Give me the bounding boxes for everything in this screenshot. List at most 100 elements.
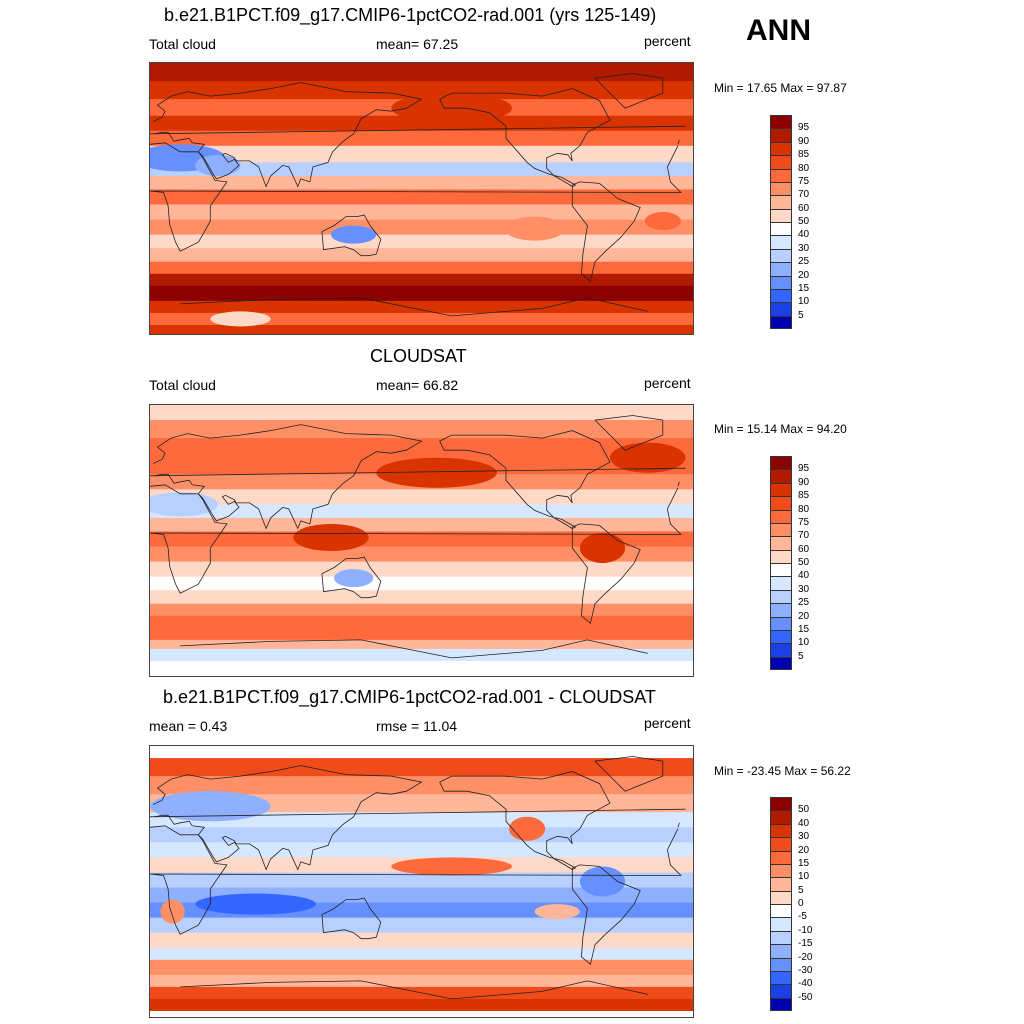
colorbar-swatch xyxy=(770,970,792,985)
coastline xyxy=(587,639,648,654)
colorbar-tick-label: 90 xyxy=(798,476,810,488)
field-band xyxy=(150,175,693,190)
colorbar-swatch xyxy=(770,616,792,630)
colorbar-tick-label: 25 xyxy=(798,597,810,609)
coastline xyxy=(439,88,611,187)
colorbar-swatch xyxy=(770,168,792,182)
field-anomaly xyxy=(579,866,626,897)
coastline xyxy=(594,415,664,451)
panel-3-minmax: Min = -23.45 Max = 56.22 xyxy=(714,764,851,778)
colorbar-swatch xyxy=(770,275,792,289)
field-anomaly xyxy=(391,857,512,876)
colorbar-swatch xyxy=(770,823,792,838)
colorbar-tick-label: -40 xyxy=(798,978,813,990)
colorbar-swatch xyxy=(770,837,792,851)
colorbar-swatch xyxy=(770,155,792,169)
colorbar-swatch xyxy=(770,890,792,904)
colorbar-swatch xyxy=(770,917,792,931)
coastline xyxy=(677,481,680,487)
field-band xyxy=(150,660,693,676)
colorbar-swatch xyxy=(770,629,792,644)
colorbar-tick-label: 15 xyxy=(798,282,810,294)
colorbar-tick-label: 30 xyxy=(798,583,810,595)
colorbar-tick-label: 15 xyxy=(798,623,810,635)
field-band xyxy=(150,615,693,629)
field-band xyxy=(150,776,693,795)
colorbar-swatch xyxy=(770,877,792,891)
field-band xyxy=(150,204,693,221)
panel-3-colorbar: 50 40 30 20 15 10 5 0 -5 -10 -15 -20 -30 -40 -50 xyxy=(770,797,830,1011)
colorbar-swatch xyxy=(770,262,792,276)
field-band xyxy=(150,758,693,777)
field-band xyxy=(150,827,693,843)
coastline xyxy=(150,484,682,594)
colorbar-swatch xyxy=(770,128,792,142)
field-anomaly xyxy=(610,442,686,473)
panel-2-minmax: Min = 15.14 Max = 94.20 xyxy=(714,422,847,436)
field-band xyxy=(150,324,693,334)
field-band xyxy=(150,300,693,314)
field-band xyxy=(150,273,693,287)
field-band xyxy=(150,531,693,548)
coastline xyxy=(677,822,680,828)
panel-1-mean-label: mean= 67.25 xyxy=(376,36,459,52)
colorbar-tick-label: 50 xyxy=(798,557,810,568)
colorbar-swatch xyxy=(770,930,792,945)
colorbar-swatch xyxy=(770,195,792,209)
coastline xyxy=(571,523,641,625)
field-band xyxy=(150,746,693,759)
field-band xyxy=(150,248,693,263)
field-band xyxy=(150,504,693,519)
field-band xyxy=(150,842,693,858)
field-band xyxy=(150,405,693,421)
colorbar-swatch xyxy=(770,482,792,497)
panel-1-units-label: percent xyxy=(644,33,691,49)
panel-3-rmse-label: rmse = 11.04 xyxy=(376,718,458,734)
colorbar-tick-label: 20 xyxy=(798,844,810,856)
colorbar-swatch xyxy=(770,315,792,329)
field-band xyxy=(150,812,693,828)
field-anomaly xyxy=(150,492,218,517)
panel-2-colorbar: 95 90 85 80 75 70 60 50 40 30 25 20 15 10 5 xyxy=(770,456,830,670)
field-anomaly xyxy=(293,523,369,552)
season-label: ANN xyxy=(746,14,811,47)
panel-2-mean-label: mean= 66.82 xyxy=(376,377,459,393)
map-field xyxy=(150,746,693,1017)
colorbar-tick-label: 20 xyxy=(798,269,810,281)
coastline xyxy=(587,297,648,312)
colorbar-swatch xyxy=(770,984,792,998)
coastline xyxy=(180,980,588,1000)
colorbar-swatch xyxy=(770,302,792,316)
colorbar-tick-label: 80 xyxy=(798,162,810,174)
colorbar-tick-label: 5 xyxy=(798,309,804,321)
coastline xyxy=(667,828,679,851)
colorbar-swatch xyxy=(770,957,792,971)
colorbar-tick-label: 50 xyxy=(798,804,810,816)
colorbar-tick-label: 75 xyxy=(798,516,810,528)
field-band xyxy=(150,947,693,961)
coastline xyxy=(677,139,680,145)
colorbar-tick-label: 10 xyxy=(798,637,810,649)
panel-3-map xyxy=(149,745,694,1018)
field-anomaly xyxy=(376,457,497,488)
colorbar-swatch xyxy=(770,863,792,878)
colorbar-tick-label: 90 xyxy=(798,135,810,147)
colorbar-swatch xyxy=(770,589,792,604)
field-anomaly xyxy=(508,816,546,841)
colorbar-tick-label: -15 xyxy=(798,938,813,950)
field-anomaly xyxy=(334,569,374,588)
colorbar-tick-label: 95 xyxy=(798,122,810,134)
field-band xyxy=(150,261,693,275)
coastline xyxy=(321,214,382,257)
field-anomaly xyxy=(195,154,241,176)
field-anomaly xyxy=(504,216,565,241)
colorbar-swatch xyxy=(770,643,792,657)
colorbar-tick-label: 5 xyxy=(798,650,804,662)
coastline xyxy=(180,297,588,317)
colorbar-frame xyxy=(770,115,792,329)
colorbar-tick-label: 25 xyxy=(798,256,810,268)
field-band xyxy=(150,639,693,650)
coastline xyxy=(587,980,648,995)
panel-3-units-label: percent xyxy=(644,715,691,731)
coastline xyxy=(594,73,664,109)
